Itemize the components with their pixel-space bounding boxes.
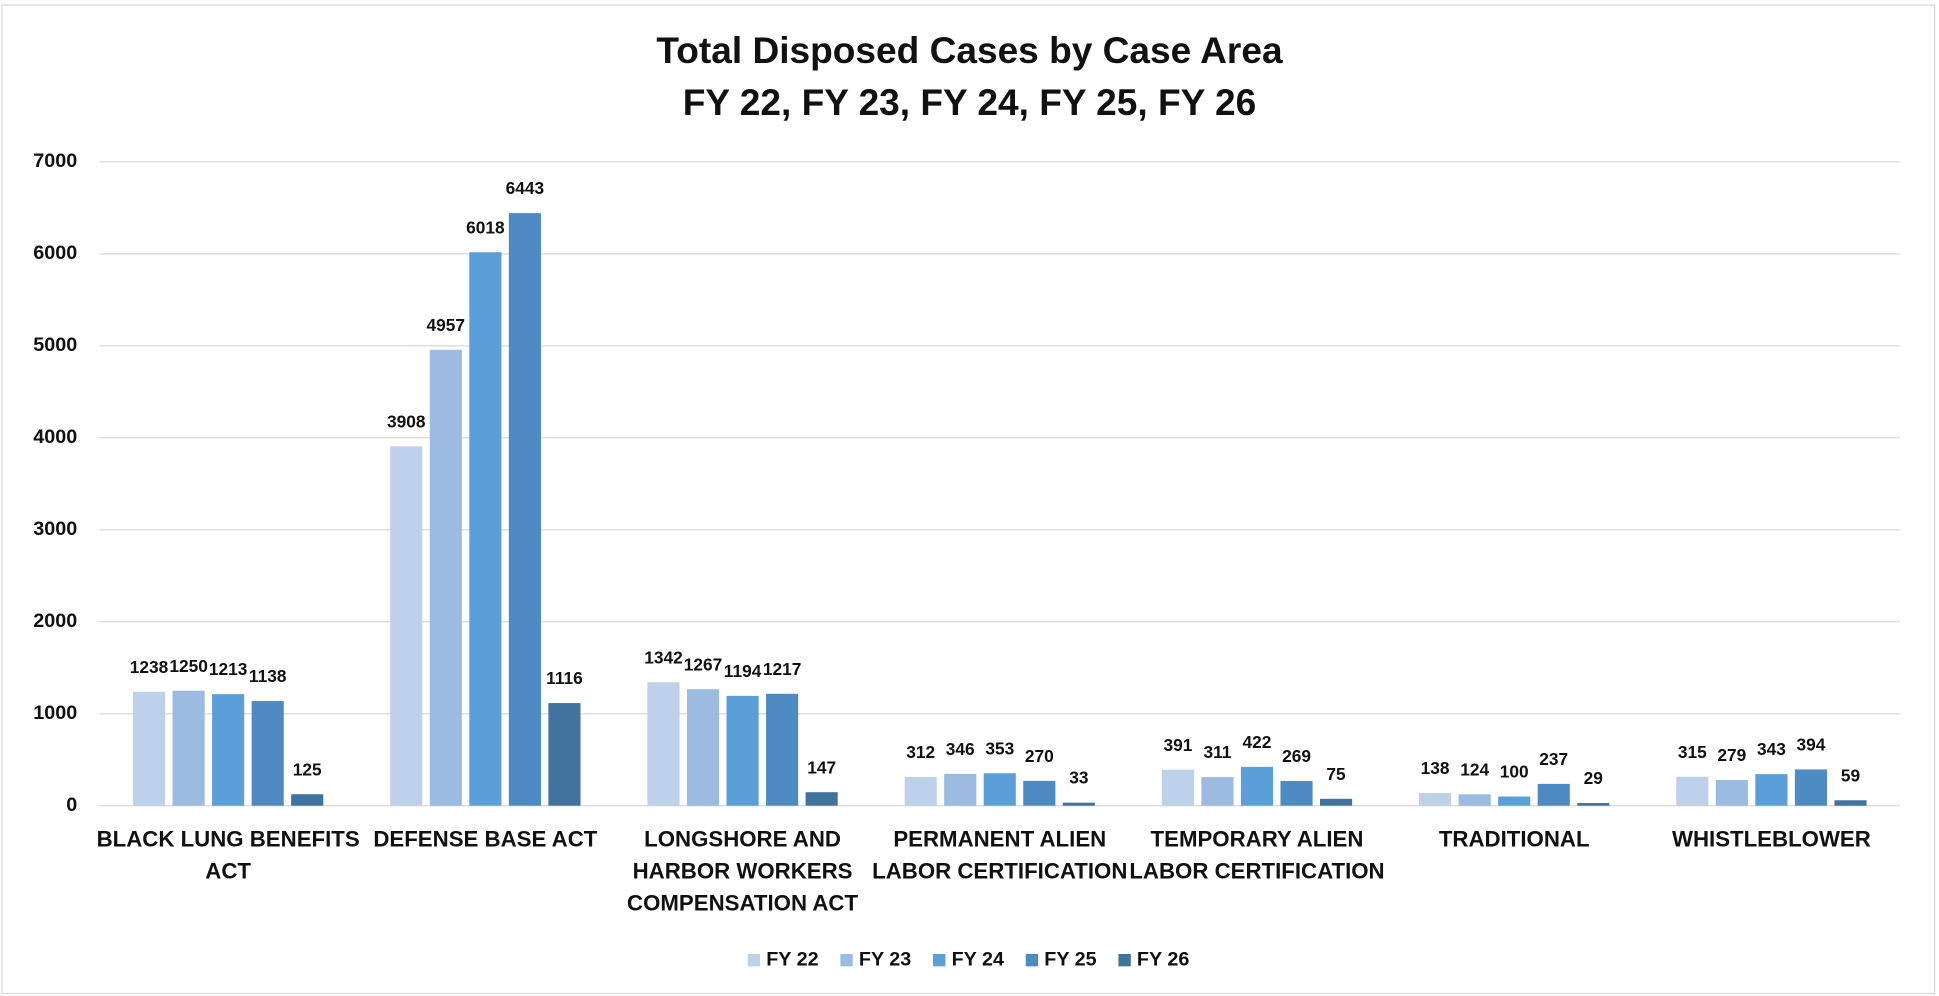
legend-label: FY 24 (952, 948, 1004, 970)
bar (508, 213, 541, 806)
data-label: 270 (1025, 746, 1054, 766)
bar (548, 703, 581, 806)
x-tick-label: TRADITIONAL (1439, 826, 1590, 851)
bar (1676, 776, 1709, 806)
data-label: 279 (1717, 745, 1746, 765)
bar (291, 794, 324, 806)
legend-label: FY 22 (766, 948, 818, 970)
data-label: 33 (1069, 768, 1088, 788)
data-label: 147 (807, 757, 836, 777)
bar (1755, 774, 1788, 806)
data-label: 75 (1326, 764, 1346, 784)
data-label: 125 (293, 759, 322, 779)
bar (1201, 777, 1234, 806)
legend-swatch (933, 953, 946, 967)
data-label: 1342 (644, 647, 682, 667)
bar (1320, 798, 1353, 806)
data-label: 59 (1841, 765, 1860, 785)
data-label: 394 (1797, 735, 1826, 755)
bar (132, 691, 166, 806)
legend-swatch (840, 953, 853, 967)
data-label: 1238 (130, 657, 169, 677)
data-label: 422 (1243, 732, 1272, 752)
bar (1062, 802, 1095, 806)
bar (726, 695, 759, 806)
legend-swatch (747, 953, 761, 967)
data-label: 6018 (466, 217, 505, 237)
x-tick-label: DEFENSE BASE ACT (373, 826, 597, 851)
data-label: 138 (1421, 758, 1450, 778)
data-label: 343 (1757, 739, 1786, 759)
y-tick-label: 4000 (33, 426, 77, 448)
bar (251, 701, 284, 806)
legend-label: FY 23 (859, 948, 911, 970)
bar (1577, 803, 1610, 806)
bar (1794, 769, 1828, 806)
data-label: 391 (1163, 735, 1192, 755)
data-label: 1213 (209, 659, 247, 679)
bar (1161, 769, 1194, 806)
data-label: 353 (985, 738, 1014, 758)
bar (805, 792, 838, 806)
data-label: 312 (906, 742, 935, 762)
chart-title: Total Disposed Cases by Case Area (656, 29, 1283, 71)
legend-swatch (1025, 953, 1039, 967)
bar (1715, 780, 1748, 806)
y-tick-label: 5000 (33, 334, 77, 356)
bar (469, 252, 502, 806)
data-label: 1217 (763, 659, 801, 679)
data-label: 1116 (546, 668, 583, 688)
bar (944, 773, 977, 806)
bar (1240, 766, 1274, 806)
data-label: 1194 (724, 661, 762, 681)
data-label: 1250 (169, 656, 207, 676)
data-label: 1267 (684, 654, 722, 674)
legend-label: FY 26 (1137, 948, 1189, 970)
bar (904, 777, 937, 806)
y-tick-label: 3000 (33, 518, 77, 540)
x-tick-label: WHISTLEBLOWER (1672, 826, 1871, 851)
bar (1419, 793, 1452, 806)
data-label: 311 (1203, 742, 1231, 762)
x-tick-label: PERMANENT ALIEN LABOR CERTIFICATION (872, 826, 1127, 883)
x-tick-label: TEMPORARY ALIEN LABOR CERTIFICATION (1129, 826, 1384, 883)
chart-border (1, 4, 1936, 995)
y-tick-label: 6000 (33, 242, 77, 264)
data-label: 315 (1678, 742, 1707, 762)
bar (1023, 780, 1056, 806)
data-label: 3908 (387, 411, 426, 431)
bar (1498, 796, 1531, 806)
bar (172, 690, 205, 806)
legend-label: FY 25 (1044, 948, 1096, 970)
data-label: 346 (946, 739, 975, 759)
data-label: 1138 (249, 666, 287, 686)
bar (1834, 800, 1867, 806)
data-label: 100 (1500, 762, 1529, 782)
bar (647, 682, 680, 806)
bar (1280, 780, 1313, 806)
y-tick-label: 1000 (33, 702, 77, 724)
x-tick-label: BLACK LUNG BENEFITS ACT (97, 826, 360, 883)
x-tick-label: LONGSHORE AND HARBOR WORKERS COMPENSATION … (627, 826, 858, 915)
bar (429, 349, 462, 806)
bar (212, 694, 245, 806)
bar (390, 446, 423, 806)
bar (686, 689, 720, 806)
data-label: 29 (1584, 768, 1603, 788)
bar (983, 773, 1016, 806)
y-tick-label: 7000 (33, 150, 77, 172)
data-label: 6443 (506, 178, 544, 198)
y-tick-label: 2000 (33, 610, 77, 632)
data-label: 237 (1539, 749, 1568, 769)
bar (1458, 794, 1491, 806)
legend-swatch (1118, 953, 1131, 967)
data-label: 4957 (427, 315, 465, 335)
bar (1537, 783, 1570, 806)
y-tick-label: 0 (66, 794, 77, 816)
chart-subtitle: FY 22, FY 23, FY 24, FY 25, FY 26 (683, 81, 1256, 123)
data-label: 124 (1460, 759, 1489, 779)
data-label: 269 (1282, 746, 1311, 766)
bar (766, 693, 799, 806)
